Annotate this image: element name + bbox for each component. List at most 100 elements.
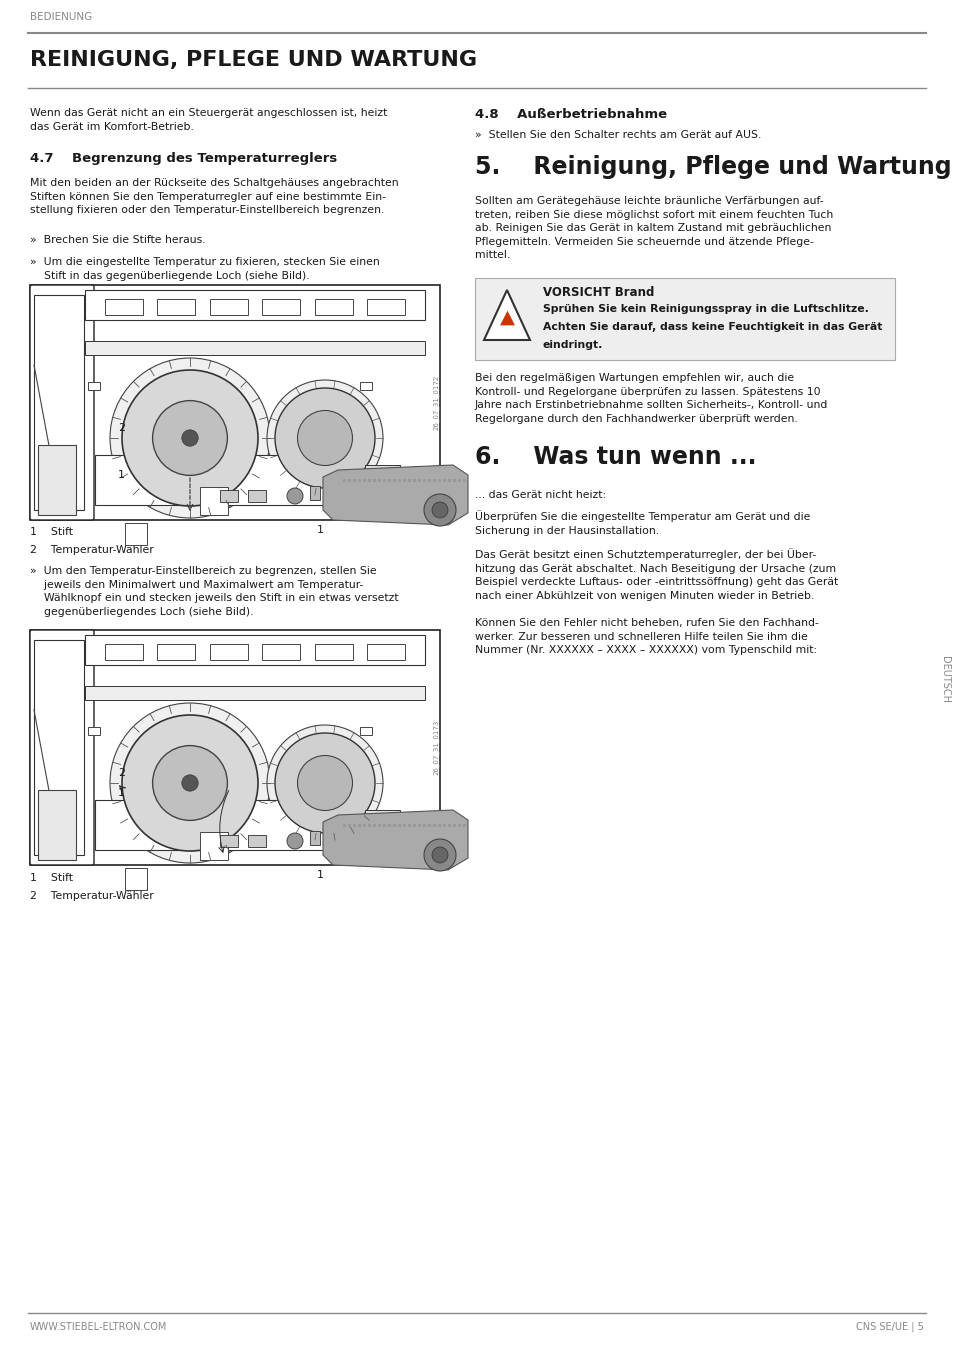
Bar	[95, 455, 365, 505]
Text: 26_07_31_0172: 26_07_31_0172	[432, 375, 439, 431]
Bar	[38, 790, 76, 860]
Bar	[210, 644, 248, 660]
Text: ▲: ▲	[499, 308, 514, 327]
Text: ... das Gerät nicht heizt:: ... das Gerät nicht heizt:	[475, 490, 605, 500]
Bar	[85, 290, 424, 320]
Bar	[462, 824, 465, 828]
Bar	[417, 824, 420, 828]
Bar	[200, 487, 228, 514]
Text: 1: 1	[316, 869, 323, 880]
Text: eindringt.: eindringt.	[542, 340, 602, 350]
Bar	[220, 836, 237, 846]
Bar	[353, 824, 355, 828]
Bar	[343, 824, 346, 828]
Bar	[88, 382, 100, 390]
Bar	[310, 832, 319, 845]
Text: BEDIENUNG: BEDIENUNG	[30, 12, 92, 22]
Bar	[125, 522, 147, 545]
Circle shape	[297, 756, 352, 810]
Bar	[210, 298, 248, 315]
Bar	[428, 479, 431, 482]
Text: 4.8    Außerbetriebnahme: 4.8 Außerbetriebnahme	[475, 108, 666, 122]
Text: CNS SE/UE | 5: CNS SE/UE | 5	[855, 1322, 923, 1332]
Bar	[402, 824, 406, 828]
Bar	[30, 630, 439, 865]
Text: »  Um die eingestellte Temperatur zu fixieren, stecken Sie einen
    Stift in da: » Um die eingestellte Temperatur zu fixi…	[30, 256, 379, 281]
FancyBboxPatch shape	[30, 630, 94, 865]
Text: 26_07_31_0173: 26_07_31_0173	[432, 720, 439, 775]
Bar	[348, 824, 351, 828]
Bar	[365, 810, 399, 845]
Bar	[388, 824, 391, 828]
Bar	[367, 298, 405, 315]
Bar	[408, 479, 411, 482]
Circle shape	[122, 716, 257, 850]
Circle shape	[182, 429, 198, 446]
Bar	[377, 824, 380, 828]
Bar	[413, 479, 416, 482]
Bar	[95, 801, 365, 850]
Bar	[359, 382, 372, 390]
Text: Bei den regelmäßigen Wartungen empfehlen wir, auch die
Kontroll- und Regelorgane: Bei den regelmäßigen Wartungen empfehlen…	[475, 373, 827, 424]
Bar	[357, 479, 360, 482]
Text: Sollten am Gerätegehäuse leichte bräunliche Verfärbungen auf-
treten, reiben Sie: Sollten am Gerätegehäuse leichte bräunli…	[475, 196, 832, 261]
Bar	[457, 479, 460, 482]
Bar	[408, 824, 411, 828]
Text: Sprühen Sie kein Reinigungsspray in die Luftschlitze.: Sprühen Sie kein Reinigungsspray in die …	[542, 304, 868, 315]
Circle shape	[432, 502, 448, 518]
Bar	[422, 479, 426, 482]
Bar	[357, 824, 360, 828]
Bar	[88, 728, 100, 734]
Circle shape	[287, 487, 303, 504]
Bar	[314, 298, 353, 315]
Circle shape	[152, 745, 227, 821]
Bar	[85, 342, 424, 355]
Bar	[368, 479, 371, 482]
Bar	[437, 824, 440, 828]
Circle shape	[274, 387, 375, 487]
Text: »  Stellen Sie den Schalter rechts am Gerät auf AUS.: » Stellen Sie den Schalter rechts am Ger…	[475, 130, 760, 140]
Text: 6.    Was tun wenn ...: 6. Was tun wenn ...	[475, 446, 756, 468]
Text: 1    Stift: 1 Stift	[30, 526, 73, 537]
Circle shape	[182, 775, 198, 791]
Bar	[220, 490, 237, 502]
Bar	[248, 836, 266, 846]
Bar	[200, 832, 228, 860]
Bar	[365, 464, 399, 500]
Text: 4.7    Begrenzung des Temperaturreglers: 4.7 Begrenzung des Temperaturreglers	[30, 153, 337, 165]
Text: 2: 2	[118, 423, 125, 433]
Text: 2    Temperatur-Wähler: 2 Temperatur-Wähler	[30, 545, 153, 555]
Text: 1: 1	[316, 525, 323, 535]
Bar	[388, 479, 391, 482]
Text: 2: 2	[118, 768, 125, 778]
Bar	[402, 479, 406, 482]
Bar	[448, 824, 451, 828]
Text: Mit den beiden an der Rückseite des Schaltgehäuses angebrachten
Stiften können S: Mit den beiden an der Rückseite des Scha…	[30, 178, 398, 215]
Bar	[343, 479, 346, 482]
Text: Das Gerät besitzt einen Schutztemperaturregler, der bei Über-
hitzung das Gerät : Das Gerät besitzt einen Schutztemperatur…	[475, 548, 838, 601]
Text: 2    Temperatur-Wähler: 2 Temperatur-Wähler	[30, 891, 153, 900]
Bar	[453, 479, 456, 482]
FancyBboxPatch shape	[30, 285, 94, 520]
Bar	[157, 644, 195, 660]
Polygon shape	[323, 810, 468, 869]
Bar	[367, 644, 405, 660]
Bar	[105, 298, 142, 315]
Bar	[433, 824, 436, 828]
Text: Überprüfen Sie die eingestellte Temperatur am Gerät und die
Sicherung in der Hau: Überprüfen Sie die eingestellte Temperat…	[475, 510, 809, 536]
Circle shape	[287, 833, 303, 849]
Bar	[248, 490, 266, 502]
Text: Wenn das Gerät nicht an ein Steuergerät angeschlossen ist, heizt
das Gerät im Ko: Wenn das Gerät nicht an ein Steuergerät …	[30, 108, 387, 131]
Bar	[433, 479, 436, 482]
Text: »  Brechen Sie die Stifte heraus.: » Brechen Sie die Stifte heraus.	[30, 235, 206, 244]
Bar	[363, 824, 366, 828]
Bar	[382, 479, 386, 482]
Bar	[448, 479, 451, 482]
Circle shape	[432, 846, 448, 863]
Bar	[422, 824, 426, 828]
Circle shape	[267, 379, 382, 495]
Text: 1: 1	[118, 788, 125, 798]
Text: Können Sie den Fehler nicht beheben, rufen Sie den Fachhand-
werker. Zur bessere: Können Sie den Fehler nicht beheben, ruf…	[475, 618, 818, 655]
Circle shape	[110, 358, 270, 518]
Bar	[413, 824, 416, 828]
